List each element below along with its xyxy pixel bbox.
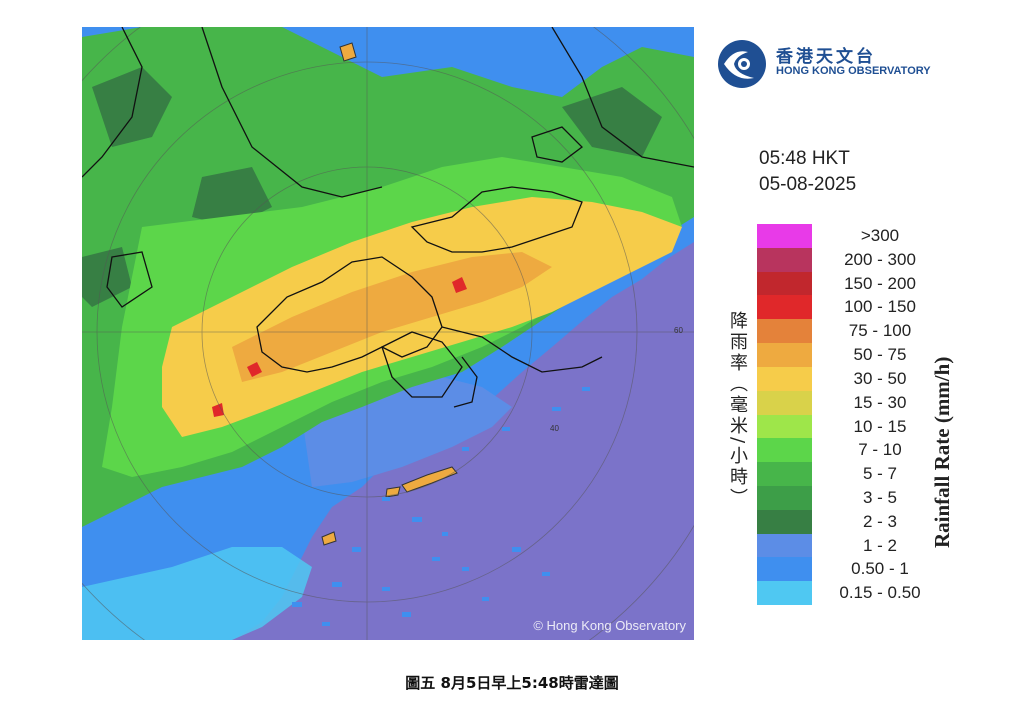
legend-title-english: Rainfall Rate (mm/h) <box>930 356 954 548</box>
legend-swatch <box>757 438 812 463</box>
timestamp-block: 05:48 HKT 05-08-2025 <box>759 146 856 198</box>
legend-label: 50 - 75 <box>853 345 907 365</box>
legend-label: >300 <box>860 226 900 245</box>
legend-label: 30 - 50 <box>853 368 907 388</box>
legend-label: 150 - 200 <box>844 273 916 293</box>
logo-english-name: HONG KONG OBSERVATORY <box>776 65 931 77</box>
legend-label: 100 - 150 <box>844 297 916 317</box>
map-watermark: © Hong Kong Observatory <box>533 618 686 633</box>
island-rain-cells <box>321 42 458 546</box>
legend-swatch <box>757 390 812 415</box>
legend-title-chinese: 降雨率（毫米/小時） <box>727 310 748 510</box>
legend-swatch <box>757 414 812 439</box>
range-label-60: 60 <box>674 326 683 335</box>
coastlines <box>82 27 694 408</box>
legend-label: 3 - 5 <box>862 487 898 507</box>
legend-swatch <box>757 581 812 605</box>
dark-green-patches <box>82 67 662 307</box>
radar-map: 60 40 © Hong Kong Observatory <box>82 27 694 640</box>
legend-label: 2 - 3 <box>862 511 898 531</box>
legend-label: 0.50 - 1 <box>851 559 909 579</box>
range-rings <box>82 27 694 640</box>
legend-label: 200 - 300 <box>844 249 916 269</box>
legend-swatch <box>757 485 812 510</box>
legend-swatch <box>757 509 812 534</box>
legend-swatch <box>757 343 812 367</box>
legend-label: 5 - 7 <box>862 464 898 484</box>
range-label-40: 40 <box>550 424 559 433</box>
radar-time: 05:48 HKT <box>759 148 850 169</box>
legend-swatch <box>757 366 812 391</box>
legend-labels: >300 200 - 300 150 - 200 100 - 150 75 - 100 5… <box>820 224 940 605</box>
legend-swatch <box>757 557 812 582</box>
hko-logo: 香港天文台 HONG KONG OBSERVATORY <box>714 38 974 94</box>
legend-swatch <box>757 462 812 486</box>
legend-label: 0.15 - 0.50 <box>839 583 921 603</box>
logo-chinese-name: 香港天文台 <box>776 47 876 67</box>
light-rain-outer <box>82 547 312 640</box>
legend-swatch <box>757 533 812 558</box>
legend-label: 15 - 30 <box>853 392 907 412</box>
legend-swatch <box>757 224 812 248</box>
sea-shower-cells <box>292 387 590 626</box>
legend-label: 10 - 15 <box>853 416 907 436</box>
legend-label: 7 - 10 <box>858 440 902 460</box>
legend-label: 75 - 100 <box>848 321 912 341</box>
legend-swatch <box>757 295 812 320</box>
heavy-rain-core <box>232 252 552 382</box>
figure-caption: 圖五 8月5日早上5:48時雷達圖 <box>405 674 619 692</box>
hko-emblem-icon <box>718 40 766 88</box>
legend-swatch <box>757 319 812 344</box>
legend-swatch <box>757 271 812 296</box>
legend-swatch <box>757 247 812 272</box>
legend-label: 1 - 2 <box>862 535 898 555</box>
legend-color-scale <box>757 224 812 605</box>
radar-date: 05-08-2025 <box>759 174 857 195</box>
